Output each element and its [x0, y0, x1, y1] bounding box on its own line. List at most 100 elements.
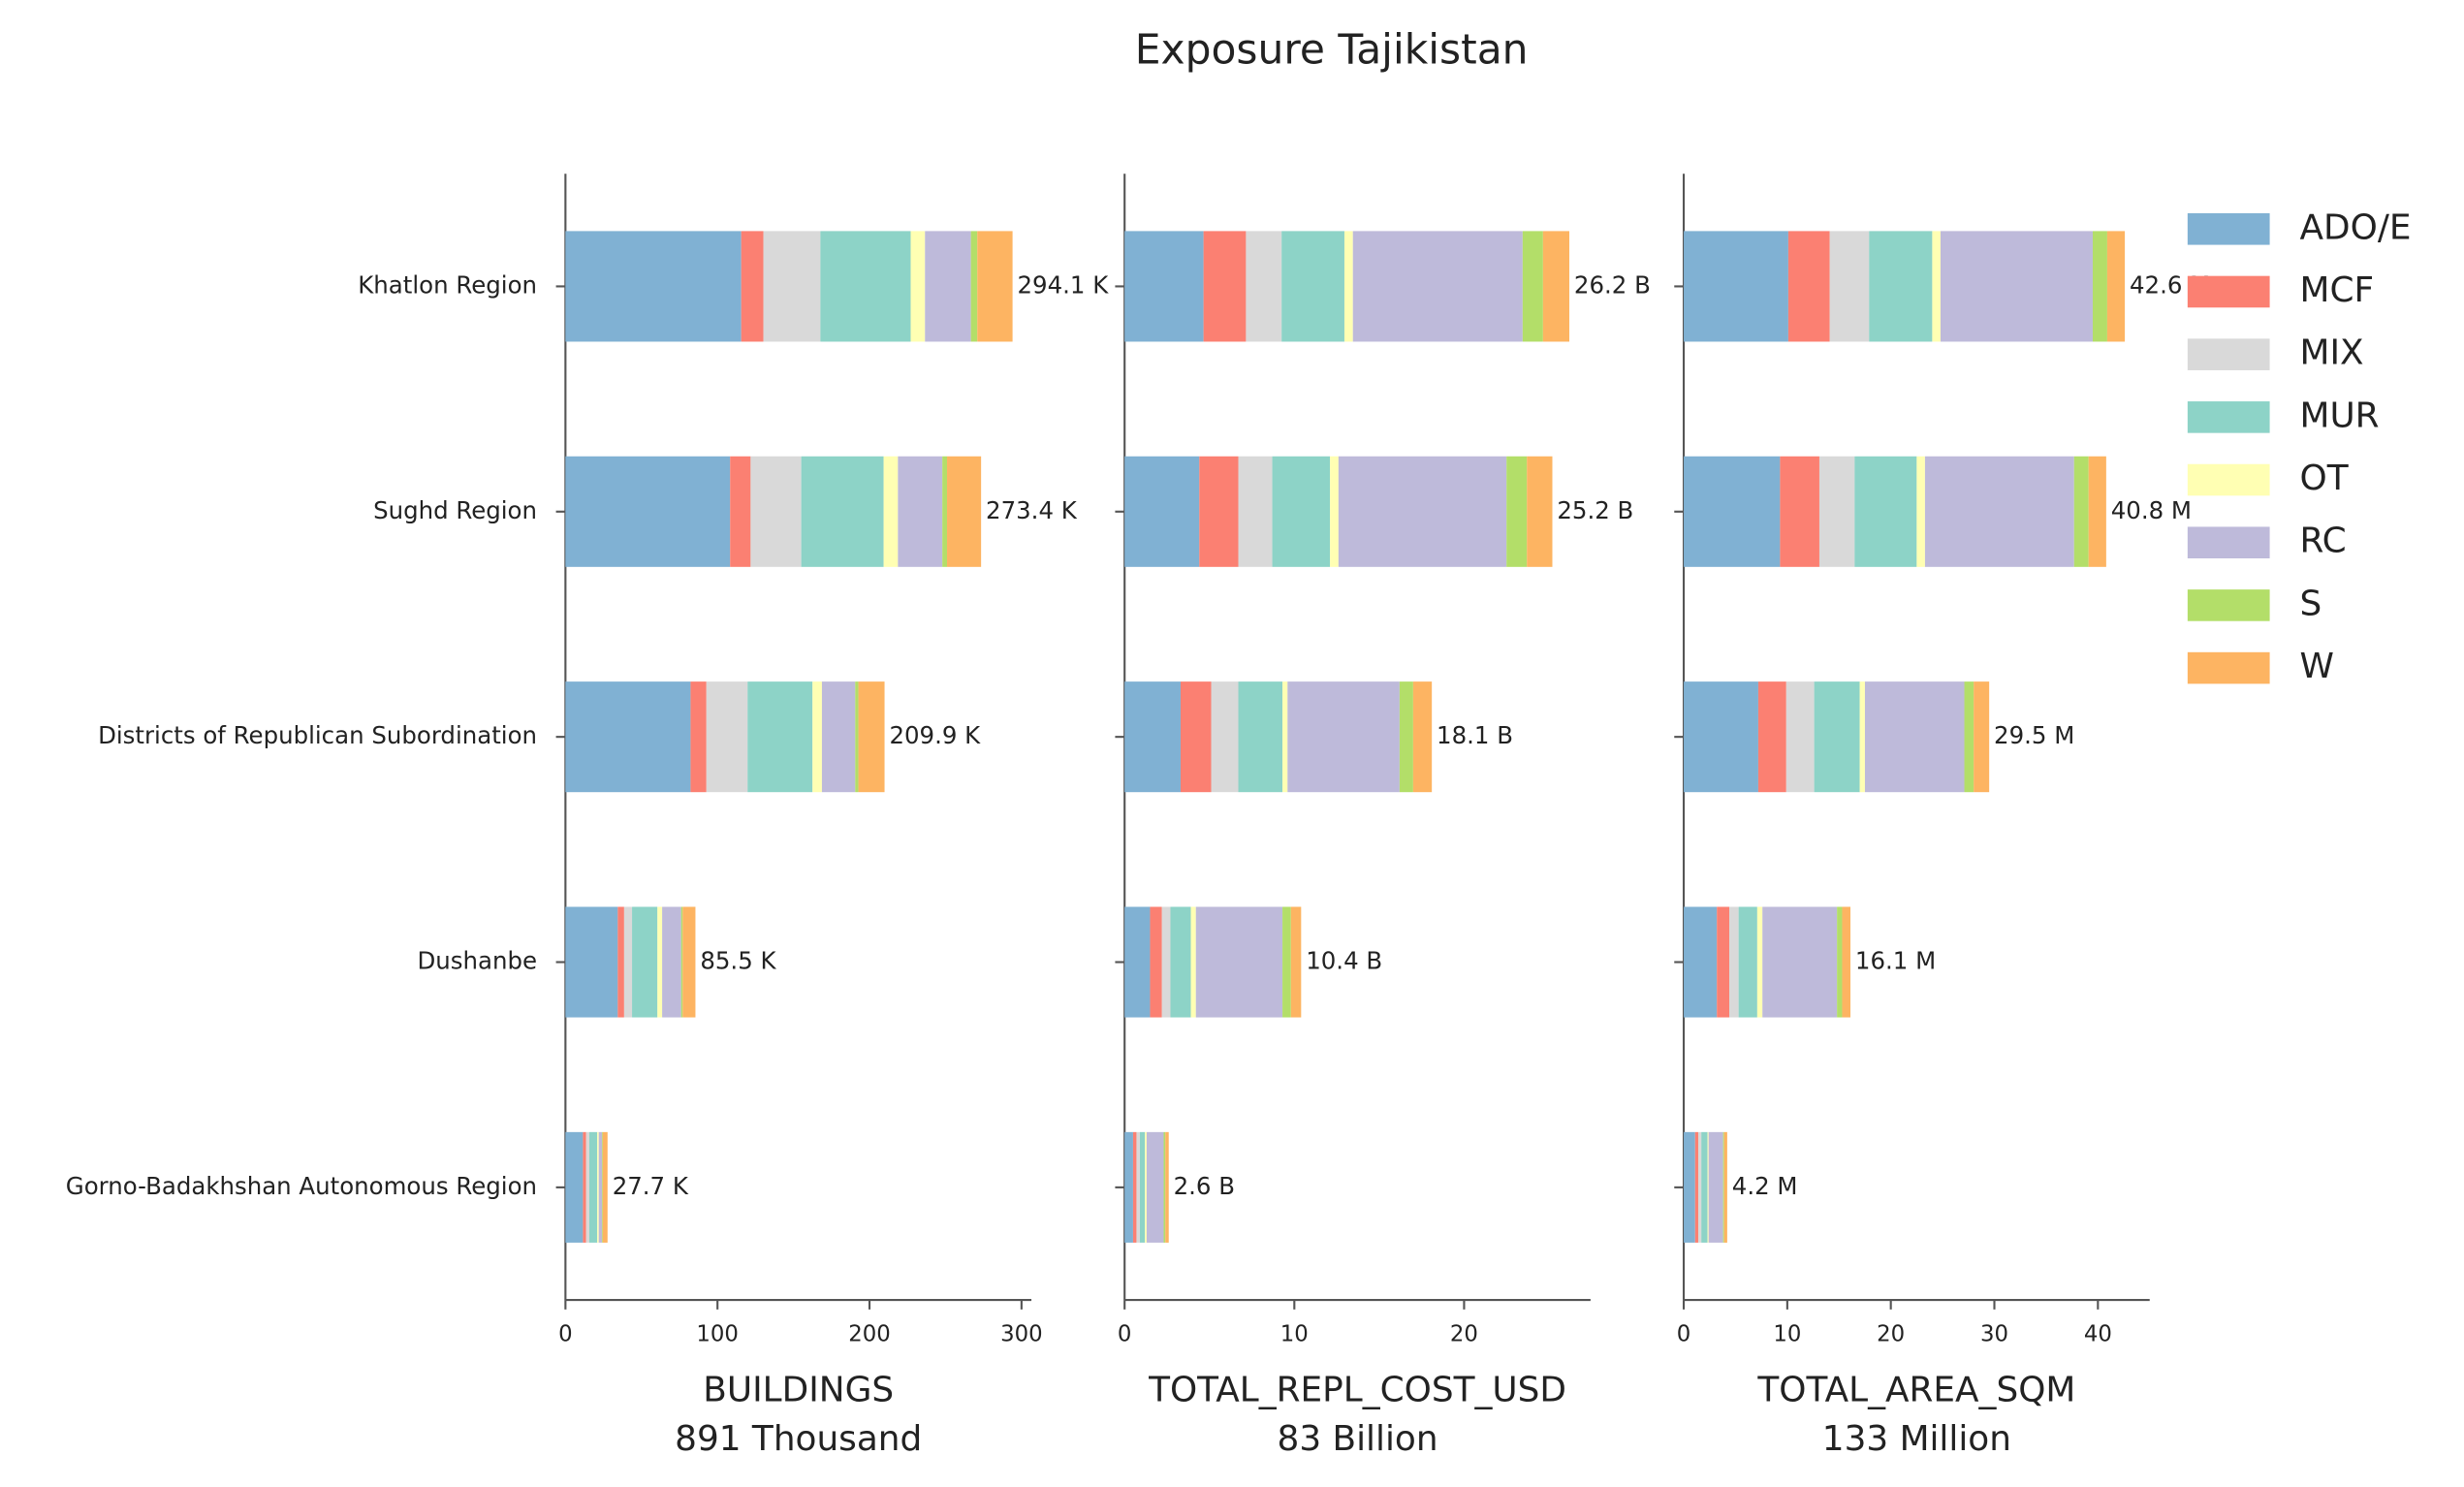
bar-segment — [1124, 681, 1181, 793]
bar-segment — [1246, 231, 1282, 342]
bar-segment — [898, 456, 943, 567]
bar-segment — [588, 1131, 598, 1243]
value-label: 4.2 M — [1732, 1172, 1798, 1200]
bar-segment — [1829, 231, 1870, 342]
bar-segment — [1964, 681, 1974, 793]
bar-segment — [565, 231, 742, 342]
bar-segment — [565, 456, 731, 567]
bar-segment — [1697, 1131, 1702, 1243]
legend-swatch — [2187, 275, 2270, 308]
bar-segment — [1757, 681, 1786, 793]
bar-segment — [1542, 231, 1570, 342]
bar-segment — [858, 681, 885, 793]
bar-segment — [1694, 1131, 1698, 1243]
bar-segment — [925, 231, 971, 342]
x-tick-label: 200 — [848, 1321, 891, 1346]
bar-segment — [1722, 1131, 1724, 1243]
bar-segment — [1932, 231, 1941, 342]
bar-segment — [1146, 1131, 1164, 1243]
x-tick-label: 40 — [2084, 1321, 2112, 1346]
bar-segment — [617, 906, 624, 1018]
bar-segment — [2092, 231, 2107, 342]
bar-segment — [1916, 456, 1925, 567]
bar-segment — [763, 231, 821, 342]
bar-segment — [1684, 456, 1781, 567]
bar-segment — [1281, 231, 1344, 342]
value-label: 16.1 M — [1855, 947, 1936, 975]
bar-segment — [883, 456, 899, 567]
bar-segment — [1139, 1131, 1146, 1243]
x-tick-label: 30 — [1980, 1321, 2008, 1346]
bar-segment — [1684, 1131, 1695, 1243]
bar-segment — [1124, 906, 1151, 1018]
bar-segment — [1124, 456, 1200, 567]
legend-swatch — [2187, 463, 2270, 496]
x-tick-label: 10 — [1773, 1321, 1801, 1346]
bar-segment — [1864, 681, 1965, 793]
bar-segment — [1756, 906, 1763, 1018]
bar-segment — [741, 231, 764, 342]
bar-segment — [1717, 906, 1730, 1018]
x-tick-label: 20 — [1450, 1321, 1478, 1346]
bar-segment — [682, 906, 696, 1018]
bar-segment — [910, 231, 926, 342]
bar-segment — [1869, 231, 1933, 342]
value-label: 29.5 M — [1994, 721, 2074, 749]
bar-segment — [1282, 681, 1288, 793]
bar-segment — [1161, 906, 1171, 1018]
y-tick-label: Dushanbe — [417, 947, 537, 975]
x-tick-label: 300 — [1000, 1321, 1043, 1346]
bar-segment — [1522, 231, 1543, 342]
x-tick-label: 0 — [1118, 1321, 1132, 1346]
value-label: 25.2 B — [1557, 496, 1633, 524]
bar-segment — [977, 231, 1013, 342]
bar-segment — [657, 906, 663, 1018]
bar-segment — [601, 1131, 603, 1243]
value-label: 273.4 K — [986, 496, 1078, 524]
bar-segment — [1412, 681, 1433, 793]
bar-segment — [1701, 1131, 1708, 1243]
bar-segment — [706, 681, 748, 793]
legend-swatch — [2187, 589, 2270, 621]
bar-segment — [1785, 681, 1815, 793]
bar-segment — [1199, 456, 1239, 567]
bar-segment — [1124, 1131, 1133, 1243]
bar-segment — [1290, 906, 1302, 1018]
bar-segment — [1842, 906, 1851, 1018]
bar-segment — [565, 906, 618, 1018]
legend-swatch — [2187, 212, 2270, 245]
bar-segment — [730, 456, 751, 567]
bar-segment — [942, 456, 948, 567]
bar-segment — [1282, 906, 1291, 1018]
bar-segment — [855, 681, 859, 793]
value-label: 40.8 M — [2111, 496, 2192, 524]
bar-segment — [1124, 231, 1204, 342]
bar-segment — [1238, 456, 1273, 567]
bar-segment — [623, 906, 633, 1018]
bar-segment — [1195, 906, 1283, 1018]
legend-label: W — [2300, 647, 2334, 686]
bar-segment — [1163, 1131, 1166, 1243]
x-axis-title: TOTAL_AREA_SQM — [1756, 1371, 2075, 1410]
value-label: 85.5 K — [700, 947, 776, 975]
bar-segment — [680, 906, 683, 1018]
bar-segment — [947, 456, 982, 567]
bar-segment — [1684, 681, 1758, 793]
bar-segment — [1729, 906, 1739, 1018]
y-tick-label: Sughd Region — [373, 496, 537, 524]
x-tick-label: 20 — [1877, 1321, 1905, 1346]
value-label: 10.4 B — [1306, 947, 1382, 975]
bar-segment — [565, 1131, 584, 1243]
x-axis-total: 83 Billion — [1278, 1419, 1438, 1459]
bar-segment — [1924, 456, 2074, 567]
bar-segment — [1203, 231, 1247, 342]
chart-title: Exposure Tajikistan — [1135, 25, 1529, 73]
bar-segment — [1814, 681, 1860, 793]
bar-segment — [1132, 1131, 1137, 1243]
bar-segment — [2088, 456, 2106, 567]
bar-segment — [1170, 906, 1191, 1018]
bar-segment — [1136, 1131, 1140, 1243]
legend-label: MUR — [2300, 395, 2380, 435]
value-label: 209.9 K — [889, 721, 981, 749]
